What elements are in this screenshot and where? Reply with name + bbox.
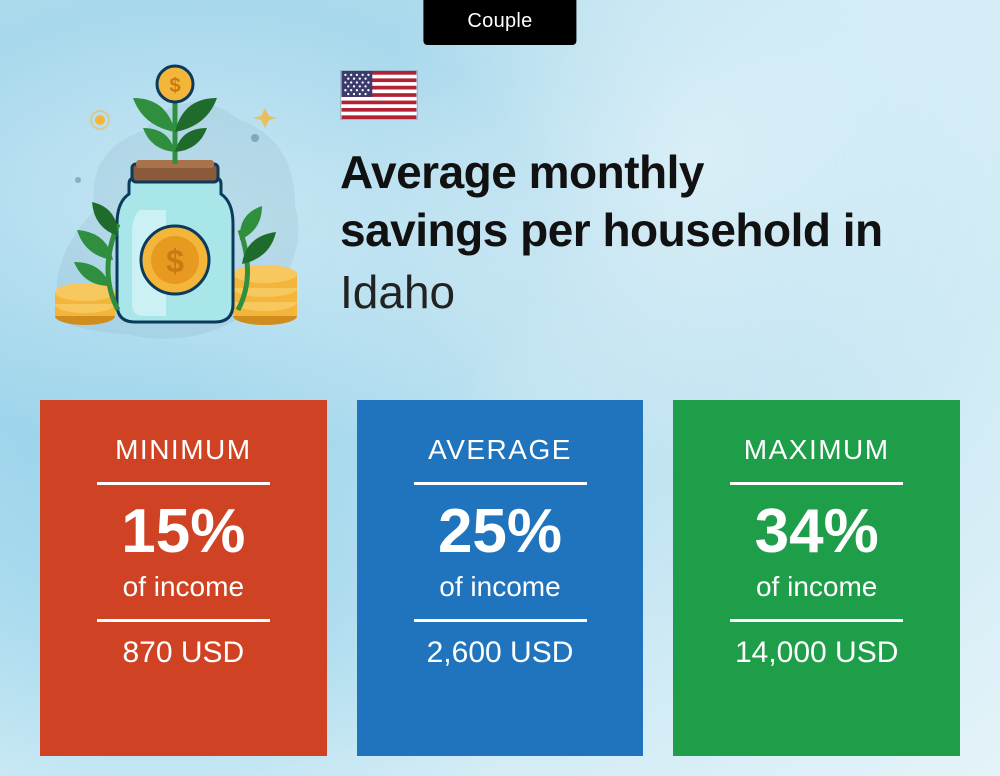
title-line-1: Average monthly: [340, 146, 704, 198]
card-amount: 14,000 USD: [735, 636, 898, 670]
divider: [414, 482, 587, 485]
coin-stack-left: [55, 283, 115, 325]
divider: [97, 619, 270, 622]
card-of-income: of income: [756, 571, 877, 603]
savings-jar-illustration: $ $: [40, 60, 310, 340]
top-coin: $: [157, 66, 193, 102]
card-label: MAXIMUM: [744, 434, 890, 466]
sparkle: [95, 115, 105, 125]
card-minimum: MINIMUM 15% of income 870 USD: [40, 400, 327, 756]
divider: [730, 619, 903, 622]
svg-text:$: $: [166, 243, 184, 279]
card-percent: 15%: [121, 501, 245, 563]
category-tab: Couple: [423, 0, 576, 45]
stats-cards: MINIMUM 15% of income 870 USD AVERAGE 25…: [40, 400, 960, 756]
us-flag-icon: [340, 70, 418, 120]
svg-text:$: $: [169, 75, 180, 97]
divider: [414, 619, 587, 622]
title-line-2: savings per household in: [340, 204, 883, 256]
card-percent: 34%: [755, 501, 879, 563]
divider: [97, 482, 270, 485]
jar: $: [117, 160, 233, 322]
card-amount: 2,600 USD: [427, 636, 574, 670]
headline-block: Average monthly savings per household in…: [340, 60, 960, 319]
card-maximum: MAXIMUM 34% of income 14,000 USD: [673, 400, 960, 756]
card-percent: 25%: [438, 501, 562, 563]
hero-section: $ $: [40, 60, 960, 360]
card-amount: 870 USD: [122, 636, 244, 670]
card-of-income: of income: [439, 571, 560, 603]
card-of-income: of income: [123, 571, 244, 603]
card-average: AVERAGE 25% of income 2,600 USD: [357, 400, 644, 756]
divider: [730, 482, 903, 485]
page-title: Average monthly savings per household in: [340, 144, 960, 259]
card-label: MINIMUM: [115, 434, 251, 466]
card-label: AVERAGE: [428, 434, 572, 466]
state-name: Idaho: [340, 265, 960, 319]
